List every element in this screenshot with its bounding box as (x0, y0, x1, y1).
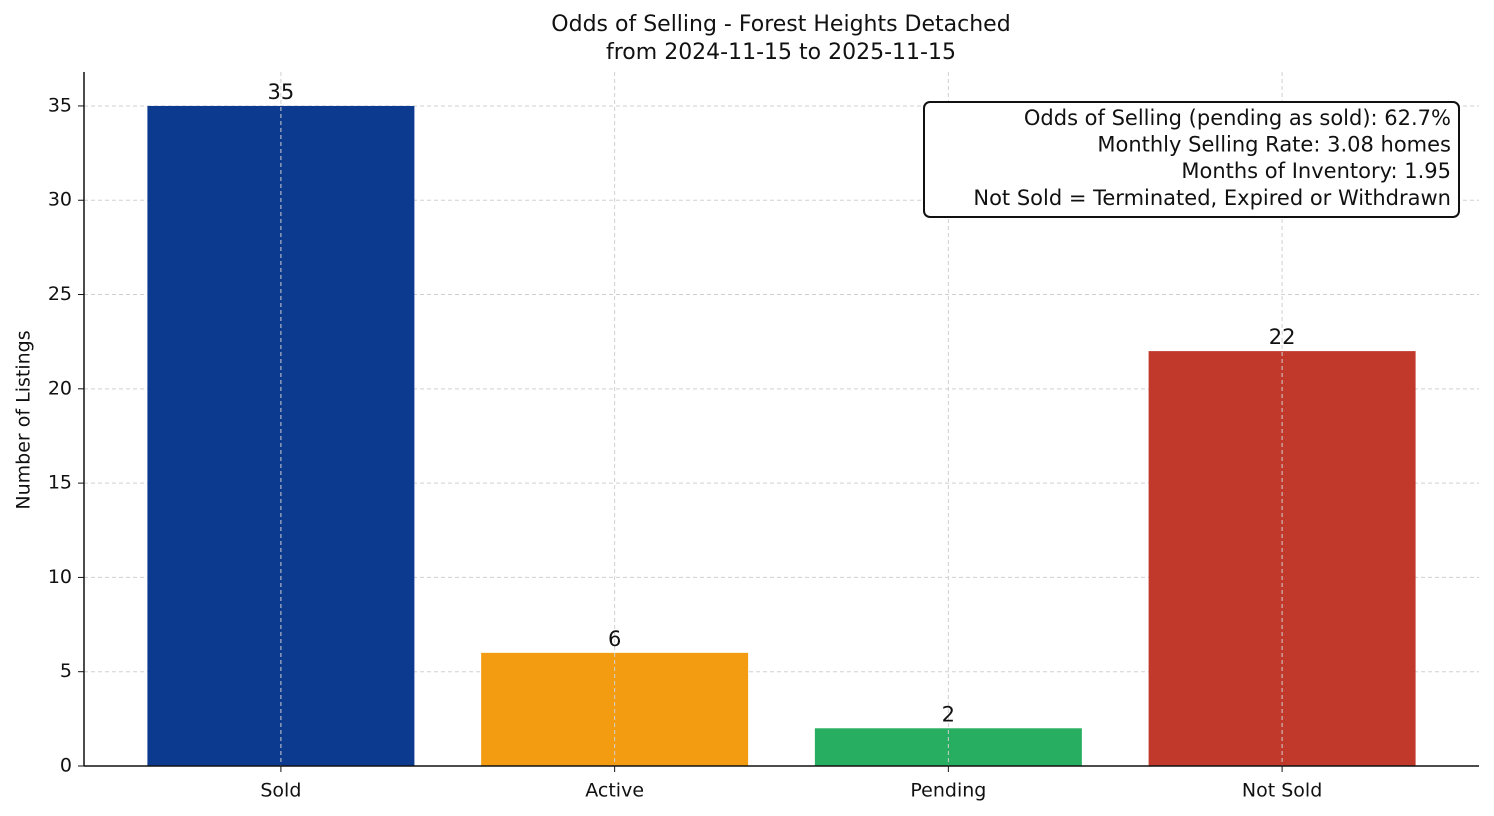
value-label: 22 (1269, 325, 1296, 349)
chart-title: Odds of Selling - Forest Heights Detache… (551, 12, 1010, 37)
annotation-box (923, 101, 1460, 218)
y-tick-label: 10 (48, 566, 72, 588)
annotation-text: Odds of Selling (pending as sold): 62.7% (1024, 106, 1451, 130)
x-tick-label: Not Sold (1242, 780, 1322, 802)
value-label: 6 (608, 627, 621, 651)
annotation-text: Monthly Selling Rate: 3.08 homes (1097, 133, 1451, 157)
y-tick-label: 15 (48, 472, 72, 494)
x-tick-label: Sold (260, 780, 301, 802)
y-tick-label: 0 (60, 755, 72, 777)
annotation-text: Not Sold = Terminated, Expired or Withdr… (973, 186, 1451, 210)
y-tick-label: 20 (48, 377, 72, 399)
bar (147, 105, 415, 766)
x-tick-label: Pending (910, 780, 986, 802)
chart-subtitle: from 2024-11-15 to 2025-11-15 (606, 40, 956, 65)
annotation-text: Months of Inventory: 1.95 (1181, 159, 1451, 183)
y-axis-label: Number of Listings (13, 330, 35, 509)
value-label: 35 (268, 80, 295, 104)
y-tick-label: 30 (48, 189, 72, 211)
value-label: 2 (942, 702, 955, 726)
x-tick-label: Active (585, 780, 644, 802)
y-tick-label: 25 (48, 283, 72, 305)
y-tick-label: 5 (60, 660, 72, 682)
y-tick-label: 35 (48, 94, 72, 116)
